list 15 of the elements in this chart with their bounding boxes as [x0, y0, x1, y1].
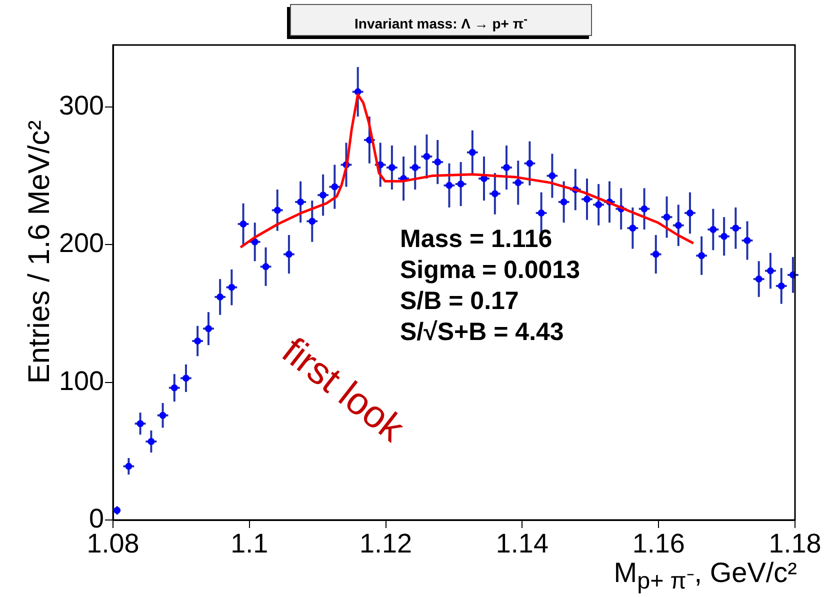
- x-tick-label: 1.16: [632, 528, 685, 559]
- x-tick-label: 1.12: [360, 528, 412, 559]
- y-tick-label: 200: [58, 228, 104, 258]
- x-tick-label: 1.1: [230, 528, 268, 559]
- y-tick-label: 300: [58, 90, 104, 120]
- annotation: Mass = 1.116: [400, 225, 552, 254]
- annotation: S/B = 0.17: [400, 287, 519, 316]
- x-tick-label: 1.18: [768, 528, 822, 559]
- annotation: Sigma = 0.0013: [400, 256, 580, 285]
- y-tick-label: 100: [58, 366, 104, 396]
- chart-title: Invariant mass: Λ → p+ π$^{-}$: [290, 4, 592, 36]
- x-axis-title: M$_{p+ π⁻}$, GeV/c²: [614, 557, 797, 596]
- x-tick-label: 1.14: [496, 528, 548, 559]
- y-axis-title: Entries / 1.6 MeV/c²: [23, 119, 57, 386]
- annotation: S/√S+B = 4.43: [400, 318, 564, 347]
